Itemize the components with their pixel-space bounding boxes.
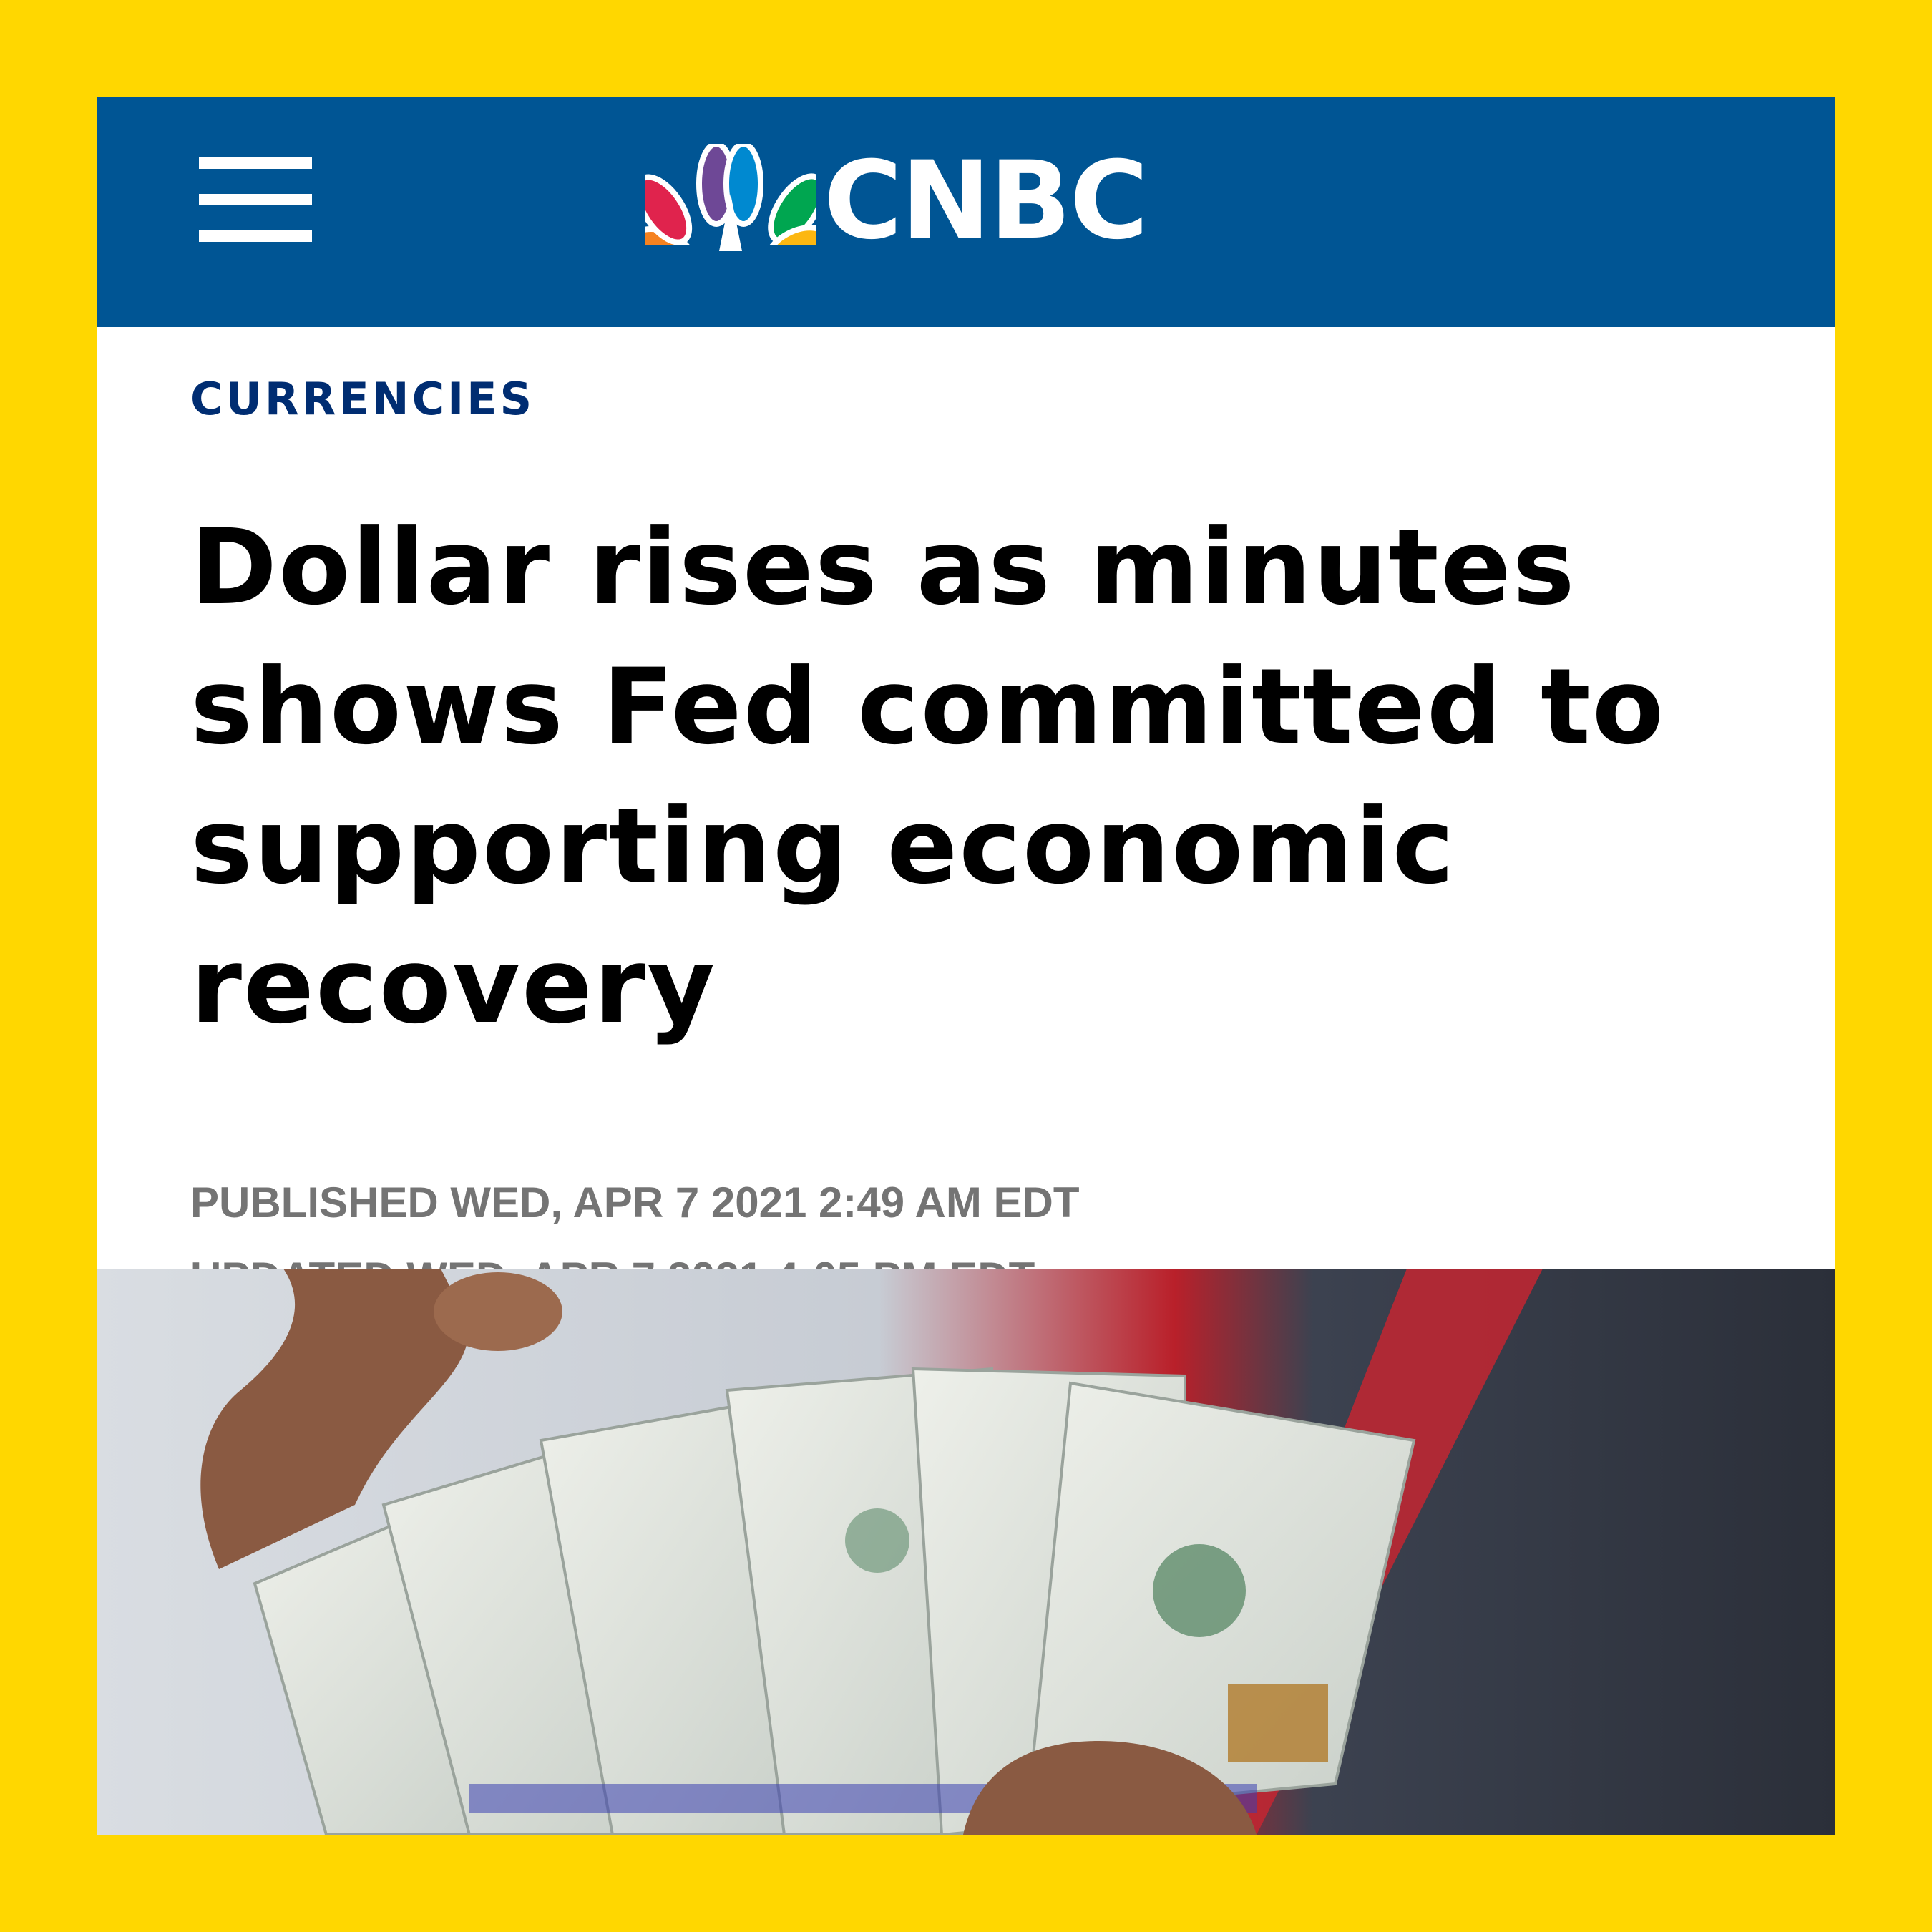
published-timestamp: PUBLISHED WED, APR 7 2021 2:49 AM EDT: [190, 1179, 1080, 1226]
section-label[interactable]: CURRENCIES: [190, 373, 535, 425]
article-card: CNBC CURRENCIES Dollar rises as minutes …: [97, 97, 1835, 1835]
article-headline: Dollar rises as minutes shows Fed commit…: [190, 507, 1666, 1047]
top-navigation-bar: CNBC: [97, 97, 1835, 327]
hamburger-menu-icon[interactable]: [199, 157, 312, 242]
dollar-bills: [253, 1367, 1416, 1835]
cnbc-logo[interactable]: CNBC: [645, 144, 1360, 258]
logo-wordmark: CNBC: [824, 139, 1148, 263]
hero-image[interactable]: [97, 1269, 1835, 1835]
nbc-peacock-icon: [645, 144, 816, 258]
